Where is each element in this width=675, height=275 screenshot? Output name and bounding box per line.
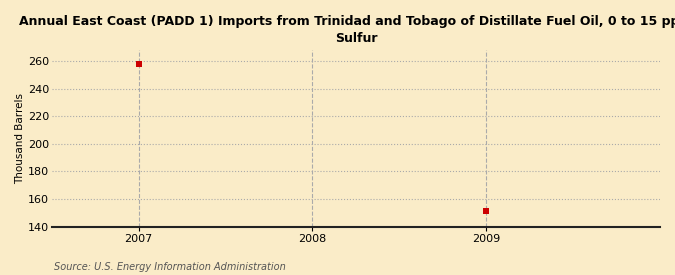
- Title: Annual East Coast (PADD 1) Imports from Trinidad and Tobago of Distillate Fuel O: Annual East Coast (PADD 1) Imports from …: [19, 15, 675, 45]
- Y-axis label: Thousand Barrels: Thousand Barrels: [15, 93, 25, 184]
- Text: Source: U.S. Energy Information Administration: Source: U.S. Energy Information Administ…: [54, 262, 286, 272]
